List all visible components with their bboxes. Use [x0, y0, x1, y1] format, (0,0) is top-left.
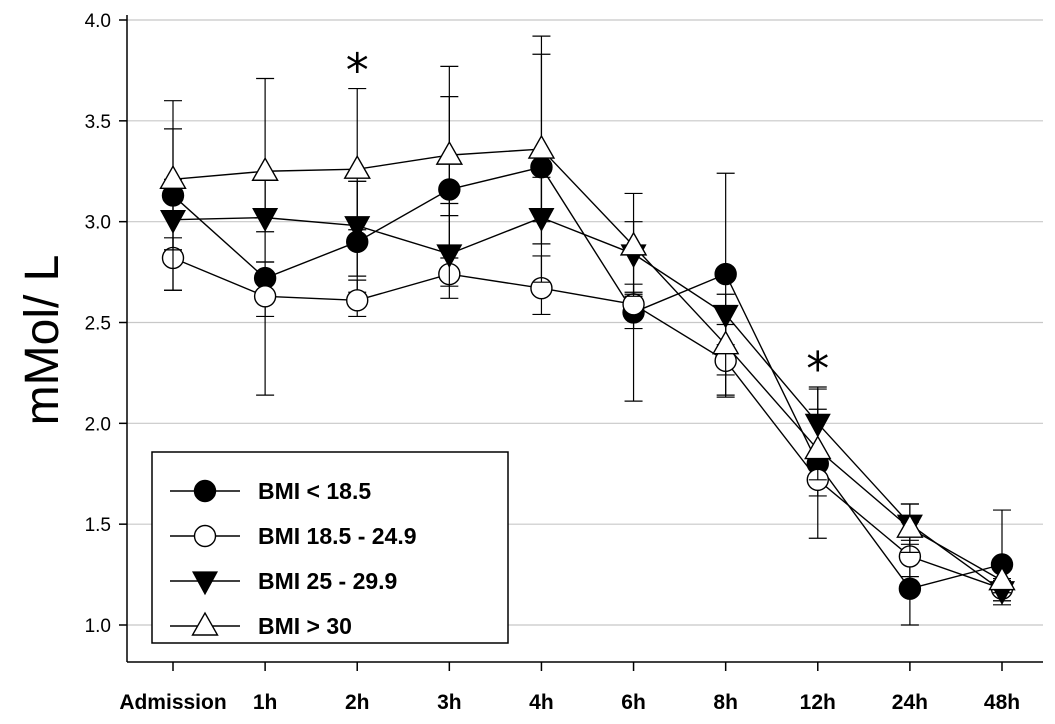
data-point: [622, 293, 645, 316]
y-tick-label: 2.0: [85, 414, 111, 435]
x-tick-labels: Admission 1h 2h 3h 4h 6h 8h 12h 24h 48h: [119, 691, 1020, 714]
legend-item: BMI < 18.5: [170, 478, 371, 504]
y-axis-label: mMol/ L: [16, 255, 69, 426]
series-line: [172, 166, 1003, 590]
legend-item: BMI > 30: [170, 611, 352, 639]
series-line: [172, 257, 1003, 590]
legend: BMI < 18.5 BMI 18.5 - 24.9 BMI 25 - 29.9 BM…: [151, 451, 509, 644]
x-tick-label: 48h: [984, 691, 1020, 714]
data-point: [711, 330, 740, 355]
y-tick-label: 1.0: [85, 616, 111, 637]
data-point: [619, 231, 648, 256]
data-point: [436, 244, 463, 269]
legend-marker: [193, 479, 217, 503]
x-tick-label: 4h: [529, 691, 554, 714]
data-point: [346, 289, 369, 312]
x-tick-label: 24h: [892, 691, 928, 714]
y-tick-labels: 1.0 1.5 2.0 2.5 3.0 3.5 4.0: [85, 11, 111, 637]
legend-item: BMI 18.5 - 24.9: [170, 523, 417, 549]
y-tick-label: 3.0: [85, 213, 111, 234]
significance-star: *: [806, 342, 829, 396]
series-4: [159, 35, 1016, 594]
tick-marks: [119, 19, 1003, 671]
x-tick-label: 1h: [253, 691, 278, 714]
series-line: [172, 148, 1003, 582]
data-point: [804, 435, 832, 460]
data-point: [898, 577, 922, 600]
legend-label: BMI 25 - 29.9: [258, 568, 397, 594]
data-point: [714, 262, 737, 286]
x-tick-label: Admission: [119, 691, 226, 714]
axes: [126, 15, 1043, 663]
data-point: [159, 164, 187, 190]
legend-label: BMI < 18.5: [258, 478, 371, 504]
data-point: [435, 140, 464, 165]
legend-label: BMI 18.5 - 24.9: [258, 523, 417, 549]
significance-markers: **: [346, 44, 830, 396]
data-point: [343, 154, 371, 179]
legend-item: BMI 25 - 29.9: [170, 568, 397, 596]
y-tick-label: 1.5: [85, 515, 111, 536]
x-tick-label: 12h: [800, 691, 836, 714]
x-tick-label: 3h: [437, 691, 462, 714]
legend-marker: [191, 571, 219, 596]
significance-star: *: [346, 44, 369, 98]
y-tick-label: 2.5: [85, 314, 111, 335]
x-tick-label: 8h: [713, 691, 738, 714]
data-point: [253, 285, 277, 308]
data-point: [712, 304, 739, 329]
data-point: [988, 566, 1016, 591]
x-tick-label: 6h: [621, 691, 646, 714]
data-point: [896, 513, 924, 538]
series-2: [161, 237, 1014, 602]
data-point: [527, 134, 556, 159]
legend-marker: [193, 524, 217, 548]
legend-label: BMI > 30: [258, 613, 352, 639]
y-tick-label: 3.5: [85, 112, 111, 133]
x-tick-label: 2h: [345, 691, 370, 714]
data-series: [159, 35, 1016, 626]
data-point: [251, 156, 279, 181]
y-tick-label: 4.0: [85, 11, 111, 32]
series-line: [172, 216, 1003, 592]
legend-marker: [191, 611, 219, 636]
